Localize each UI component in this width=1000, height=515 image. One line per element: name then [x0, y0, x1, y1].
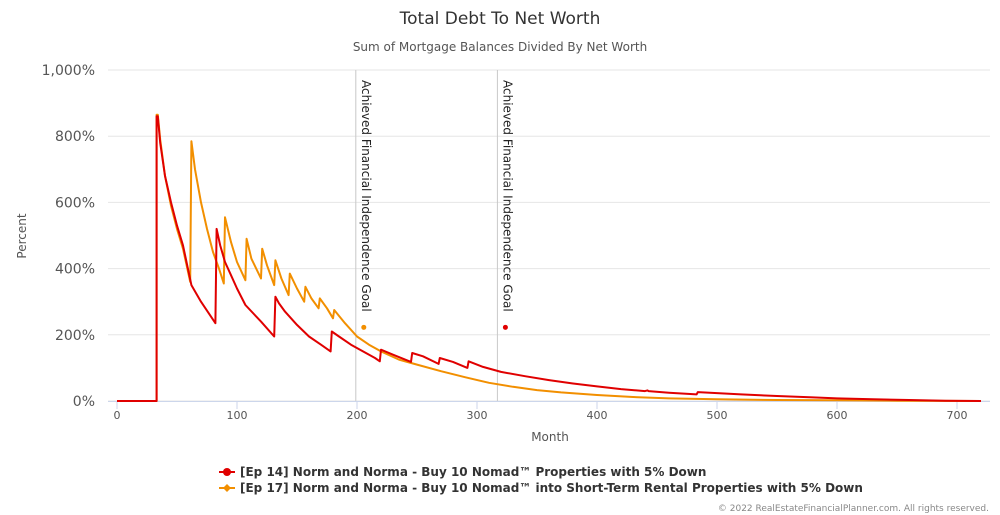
series-lines [117, 113, 982, 402]
x-tick-label: 600 [827, 409, 848, 422]
legend-symbol [223, 484, 231, 492]
y-axis-title: Percent [15, 213, 29, 258]
x-tick-label: 500 [707, 409, 728, 422]
y-tick-label: 600% [55, 195, 95, 211]
x-tick-label: 0 [114, 409, 121, 422]
fi-goal-label: Achieved Financial Independence Goal [500, 80, 514, 312]
credits: © 2022 RealEstateFinancialPlanner.com. A… [718, 504, 989, 514]
legend-item: [Ep 17] Norm and Norma - Buy 10 Nomad™ i… [219, 481, 863, 495]
y-tick-label: 400% [55, 262, 95, 278]
legend-label: [Ep 17] Norm and Norma - Buy 10 Nomad™ i… [240, 481, 863, 495]
chart-title: Total Debt To Net Worth [399, 9, 601, 29]
fi-goal-marker [361, 324, 367, 330]
y-tick-label: 800% [55, 129, 95, 145]
y-axis-ticks: 0% 200% 400% 600% 800% 1,000% [42, 63, 95, 410]
legend-label: [Ep 14] Norm and Norma - Buy 10 Nomad™ P… [240, 465, 706, 479]
x-axis-ticks: 0 100 200 300 400 500 600 700 [114, 401, 968, 422]
x-tick-label: 100 [227, 409, 248, 422]
y-tick-label: 200% [55, 328, 95, 344]
y-tick-label: 1,000% [42, 63, 95, 79]
fi-goal-label: Achieved Financial Independence Goal [359, 80, 373, 312]
gridlines [108, 69, 990, 402]
x-tick-label: 700 [947, 409, 968, 422]
legend: [Ep 14] Norm and Norma - Buy 10 Nomad™ P… [219, 465, 863, 495]
series-line [117, 113, 982, 402]
x-tick-label: 400 [587, 409, 608, 422]
x-tick-label: 200 [347, 409, 368, 422]
y-tick-label: 0% [73, 394, 95, 410]
x-axis-title: Month [531, 430, 569, 444]
plot-lines: Achieved Financial Independence Goal Achi… [355, 70, 514, 401]
legend-symbol [223, 468, 231, 476]
chart-subtitle: Sum of Mortgage Balances Divided By Net … [353, 40, 647, 54]
x-tick-label: 300 [467, 409, 488, 422]
fi-goal-marker [502, 324, 508, 330]
series-line [117, 115, 982, 402]
legend-item: [Ep 14] Norm and Norma - Buy 10 Nomad™ P… [219, 465, 706, 479]
